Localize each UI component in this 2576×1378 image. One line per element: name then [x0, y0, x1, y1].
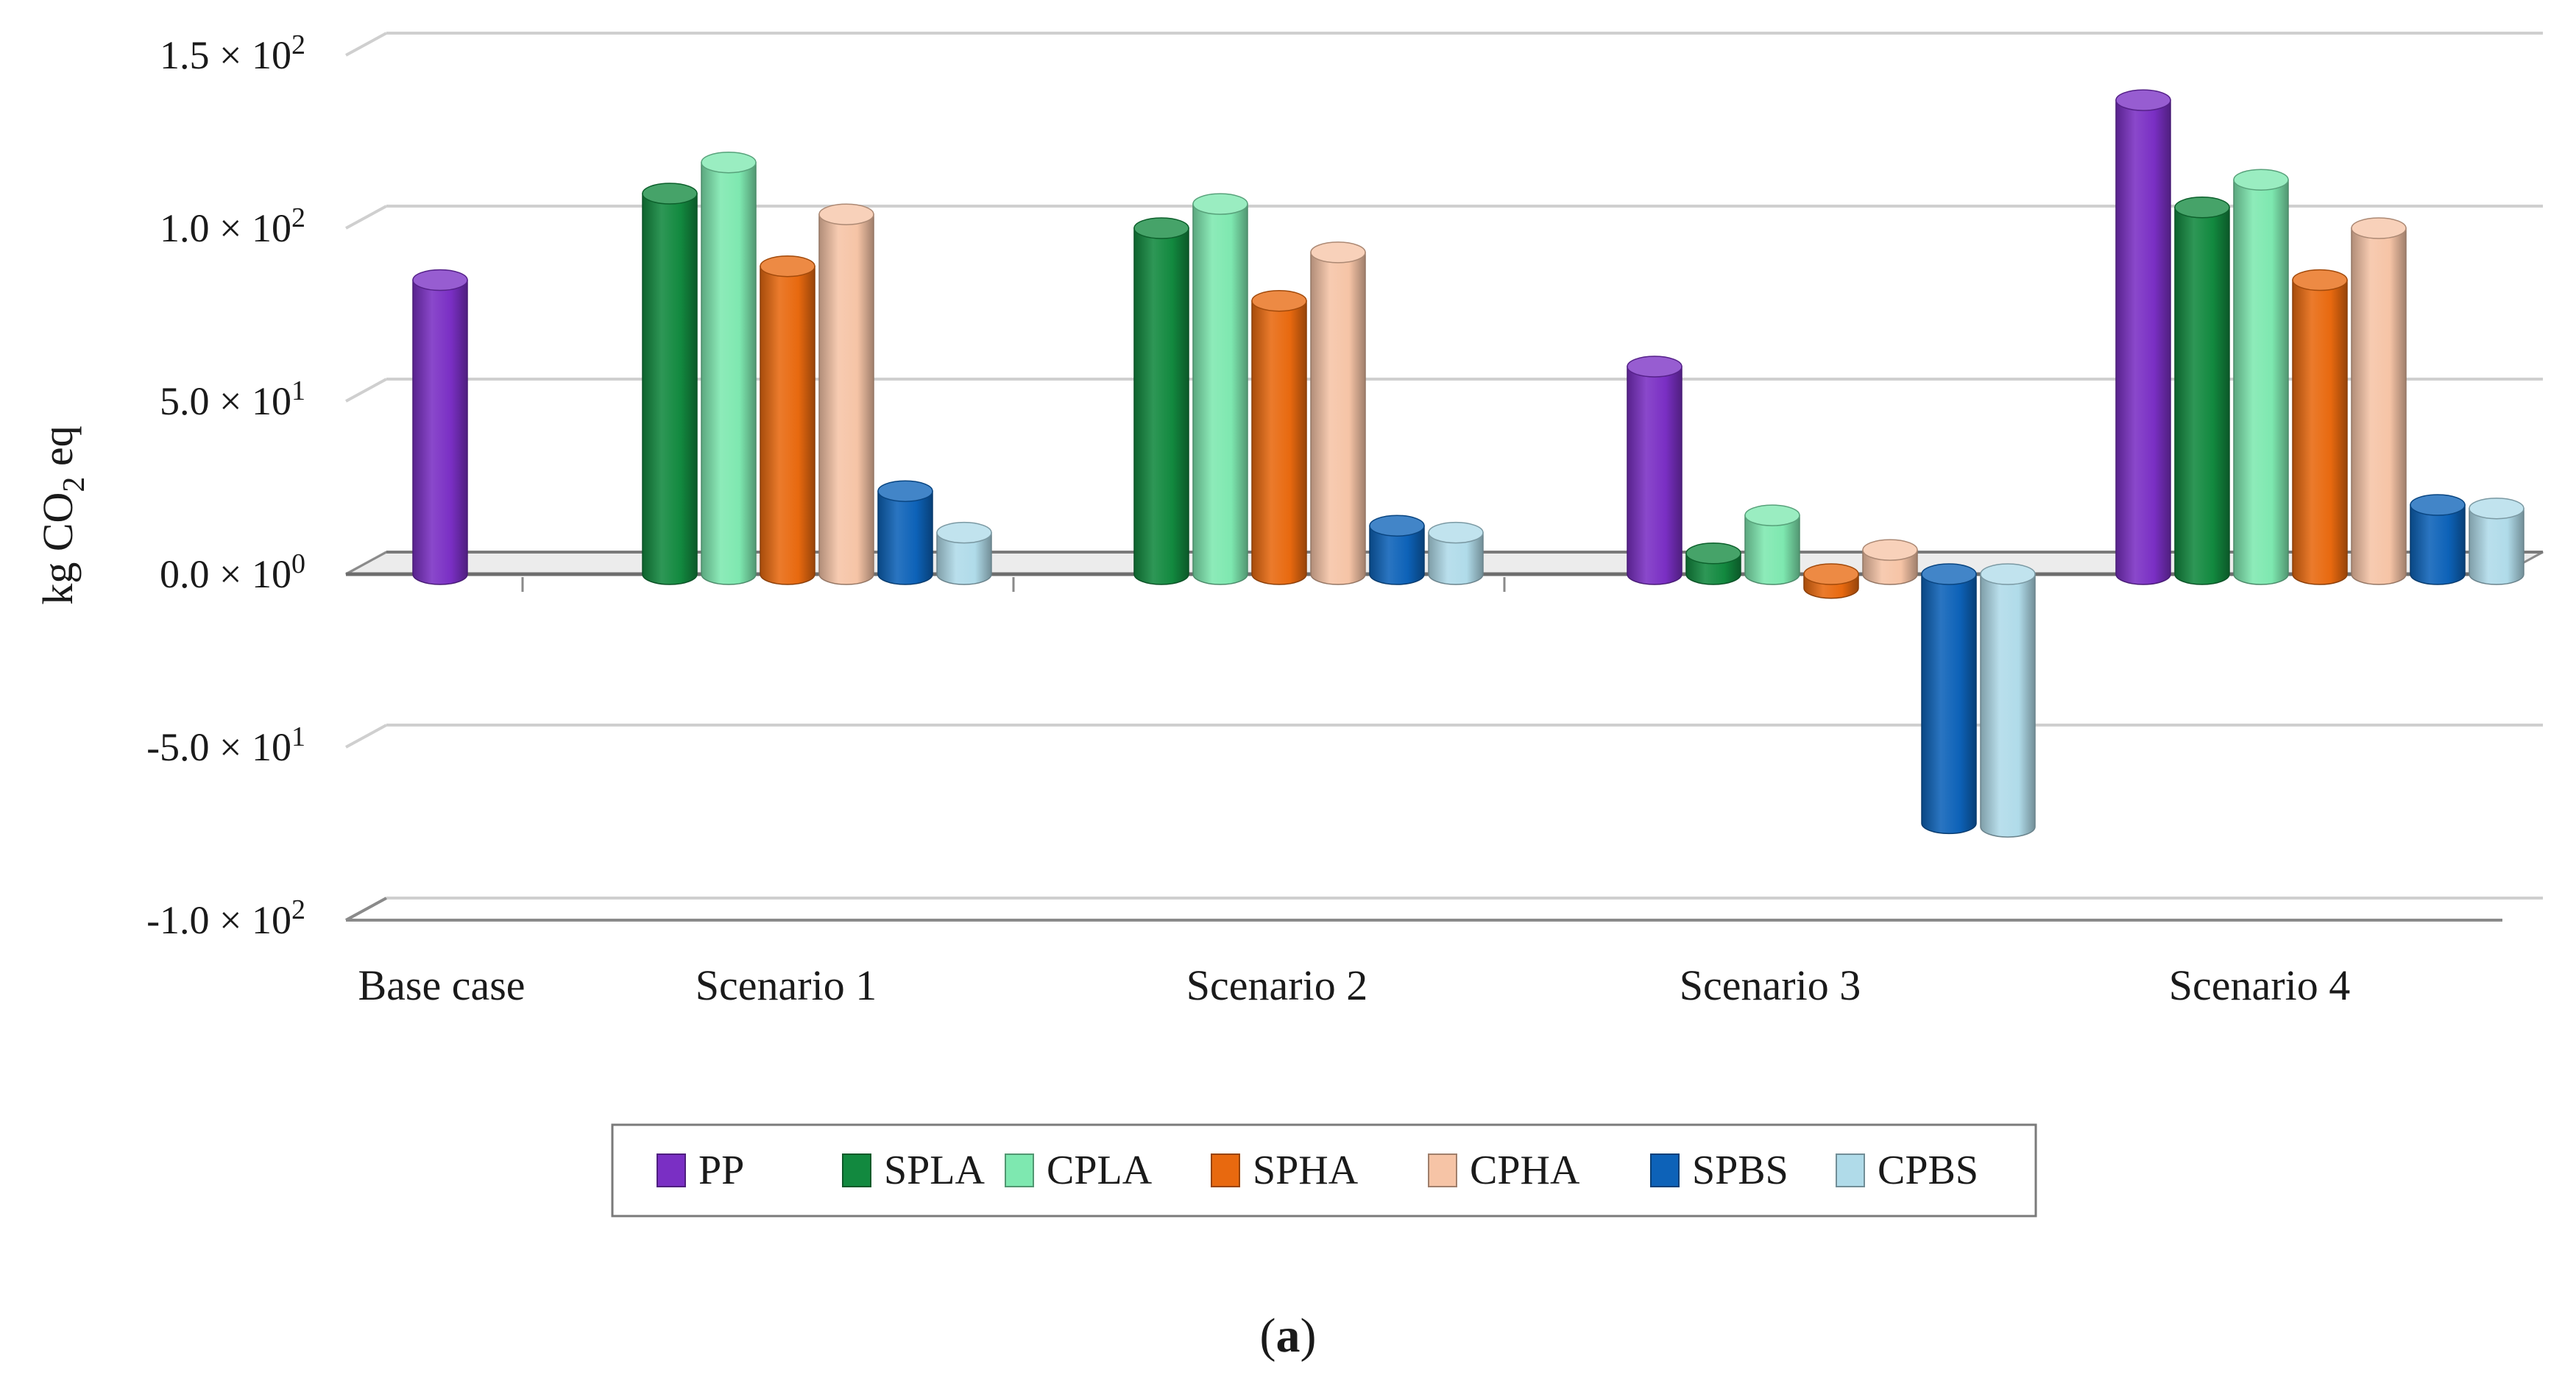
y-tick-label: 1.5 × 102 [160, 29, 305, 77]
bar-spla-scenario-4 [2174, 197, 2230, 585]
bar-spla-scenario-3 [1685, 543, 1741, 585]
legend-item-spha: SPHA [1211, 1148, 1359, 1193]
bar-spha-scenario-3 [1803, 563, 1859, 599]
gridline [345, 32, 2543, 57]
y-tick-label: 1.0 × 102 [160, 202, 305, 250]
legend-swatch [657, 1153, 686, 1187]
legend-label: CPHA [1470, 1148, 1580, 1193]
category-label: Scenario 4 [2169, 961, 2350, 1009]
legend-label: PP [698, 1148, 744, 1193]
bar-cpha-scenario-2 [1310, 241, 1366, 585]
legend-item-spbs: SPBS [1650, 1148, 1788, 1193]
legend-swatch [1005, 1153, 1034, 1187]
legend-label: SPBS [1692, 1148, 1788, 1193]
bar-cpbs-scenario-4 [2469, 497, 2524, 585]
category-labels: Base case Scenario 1 Scenario 2 Scenario 3 S… [358, 961, 2350, 1009]
category-label: Scenario 2 [1186, 961, 1367, 1009]
bar-cpbs-scenario-2 [1428, 521, 1484, 585]
legend-item-cpbs: CPBS [1836, 1148, 1978, 1193]
legend-swatch [842, 1153, 871, 1187]
legend-item-spla: SPLA [842, 1148, 985, 1193]
bar-cpha-scenario-1 [818, 203, 874, 585]
bar-spha-scenario-2 [1251, 289, 1307, 585]
legend-swatch [1650, 1153, 1680, 1187]
y-tick-label: -5.0 × 101 [146, 721, 305, 769]
bar-spbs-scenario-3 [1921, 563, 1977, 835]
category-label: Base case [358, 961, 525, 1009]
bar-spbs-scenario-2 [1369, 515, 1425, 585]
bar-cpha-scenario-3 [1862, 539, 1918, 585]
legend-label: CPBS [1878, 1148, 1978, 1193]
legend-swatch [1836, 1153, 1865, 1187]
gridline [345, 724, 2543, 749]
bar-spha-scenario-1 [760, 255, 815, 585]
bar-pp-base-case [412, 269, 468, 585]
legend: PP SPLA CPLA SPHA CPHA SPBS CPBS [611, 1123, 2037, 1218]
legend-label: CPLA [1047, 1148, 1153, 1193]
bars [412, 89, 2524, 838]
bar-cpla-scenario-1 [701, 151, 757, 585]
caption-close: ) [1301, 1309, 1317, 1363]
y-tick-label: -1.0 × 102 [146, 894, 305, 942]
figure-caption: (a) [1260, 1309, 1317, 1363]
bar-spbs-scenario-1 [877, 480, 933, 585]
bar-cpla-scenario-3 [1744, 504, 1800, 585]
bar-spha-scenario-4 [2292, 269, 2348, 585]
gridline [345, 897, 2543, 922]
legend-swatch [1428, 1153, 1457, 1187]
bar-cpbs-scenario-1 [936, 521, 992, 585]
legend-item-pp: PP [657, 1148, 744, 1193]
bar-cpla-scenario-2 [1192, 193, 1248, 585]
bar-spbs-scenario-4 [2410, 494, 2466, 585]
bar-pp-scenario-3 [1627, 356, 1682, 585]
category-label: Scenario 3 [1680, 961, 1861, 1009]
legend-item-cpha: CPHA [1428, 1148, 1580, 1193]
legend-item-cpla: CPLA [1005, 1148, 1153, 1193]
y-axis-label: kg CO2 eq [34, 425, 91, 604]
legend-swatch [1211, 1153, 1240, 1187]
bar-spla-scenario-1 [642, 183, 698, 585]
legend-label: SPHA [1253, 1148, 1359, 1193]
bar-cpla-scenario-4 [2233, 169, 2289, 585]
caption-open: ( [1260, 1309, 1276, 1363]
axes [345, 551, 2544, 922]
y-tick-labels: 1.5 × 102 1.0 × 102 5.0 × 101 0.0 × 100 -5.0… [146, 29, 305, 942]
bar-spla-scenario-2 [1133, 217, 1189, 585]
bar-cpha-scenario-4 [2351, 217, 2407, 585]
y-tick-label: 5.0 × 101 [160, 375, 305, 423]
legend-label: SPLA [884, 1148, 985, 1193]
bar-pp-scenario-4 [2115, 89, 2171, 585]
category-label: Scenario 1 [696, 961, 877, 1009]
y-tick-label: 0.0 × 100 [160, 548, 305, 596]
caption-letter: a [1276, 1309, 1301, 1363]
bar-cpbs-scenario-3 [1980, 563, 2036, 838]
